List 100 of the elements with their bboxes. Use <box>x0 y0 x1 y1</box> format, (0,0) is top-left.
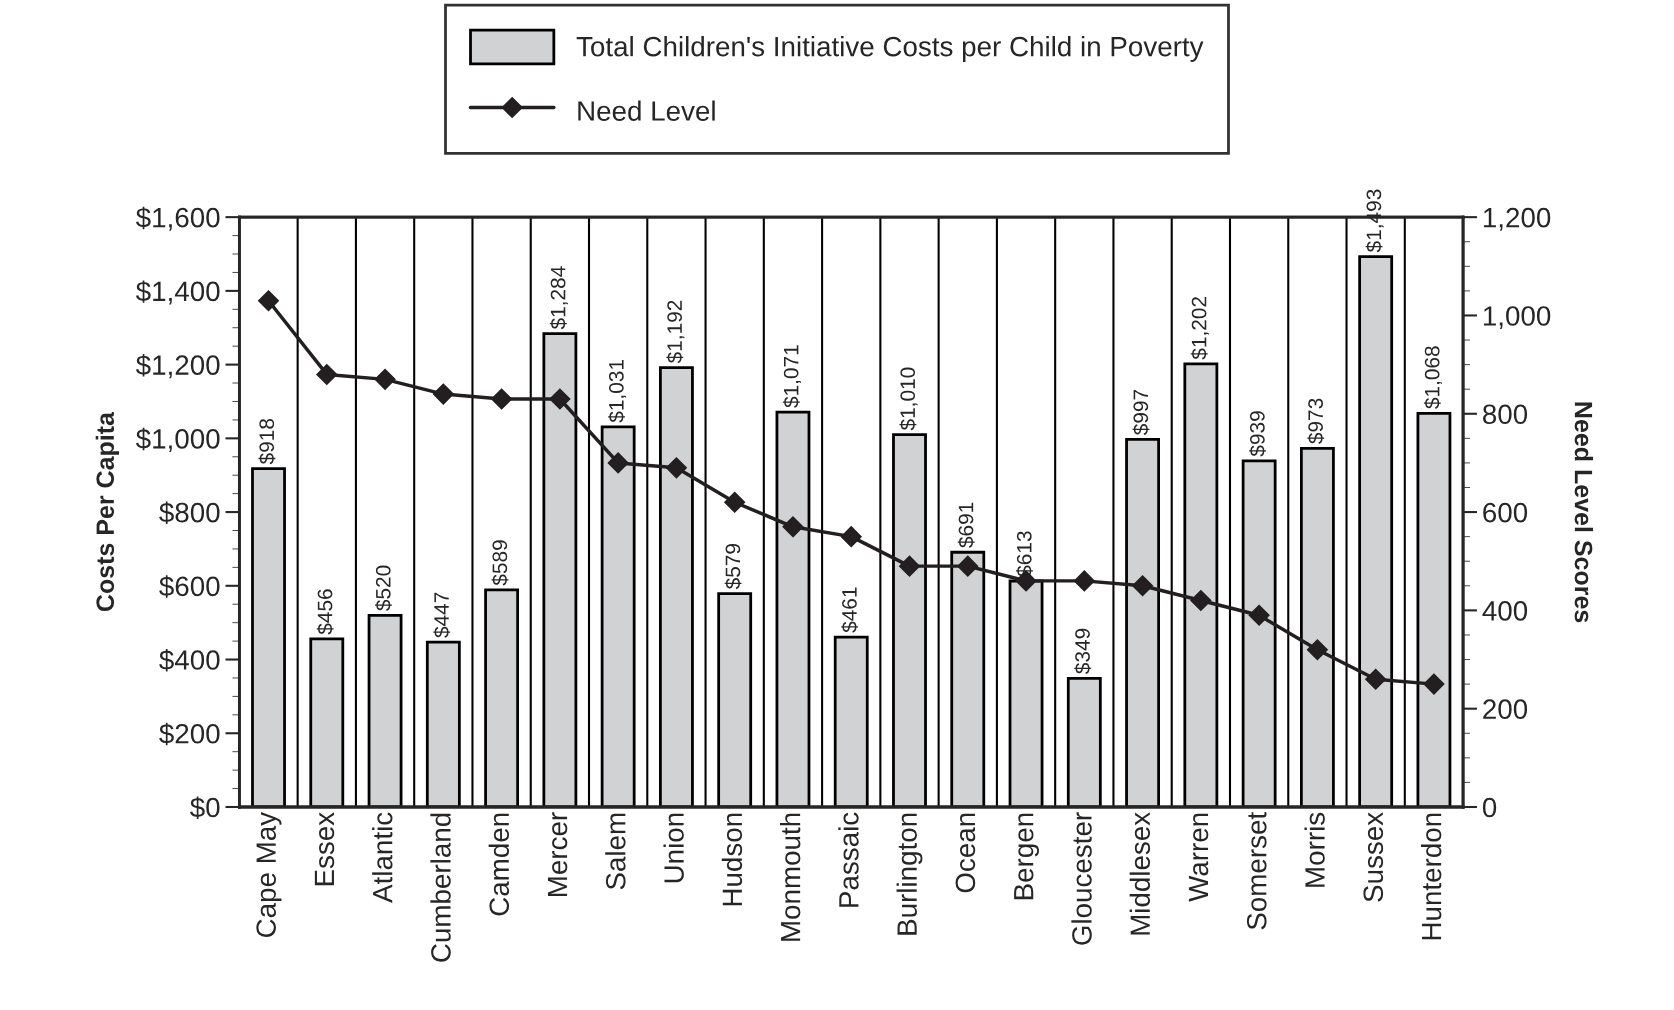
bar <box>425 640 461 807</box>
data-label: $1,284 <box>549 266 568 330</box>
point <box>957 555 979 577</box>
data-label: $589 <box>491 540 509 586</box>
data-label: $1,493 <box>1365 189 1384 253</box>
data-label: $939 <box>1249 411 1266 457</box>
data-label: $579 <box>724 544 742 590</box>
point <box>1306 639 1328 661</box>
y-axis-title: Costs Per Capita <box>95 411 120 612</box>
point <box>1190 590 1212 612</box>
bar <box>367 613 403 807</box>
x-tick-label: Passaic <box>838 812 859 907</box>
data-label: $613 <box>1016 531 1033 577</box>
data-label: $973 <box>1307 398 1325 444</box>
data-label: $1,071 <box>782 345 802 408</box>
bar <box>1299 446 1335 807</box>
data-label: $349 <box>1074 628 1092 674</box>
x-tick-label: Bergen <box>1014 813 1039 900</box>
x-tick-label: Camden <box>488 813 510 916</box>
x-tick-label: Union <box>663 813 684 883</box>
x-tick-label: Burlington <box>896 813 923 935</box>
y2-tick-label: 1,000 <box>1483 306 1551 330</box>
point <box>724 491 746 513</box>
y-tick-label: $400 <box>159 649 220 672</box>
point <box>1132 575 1154 597</box>
data-label: $456 <box>316 589 334 635</box>
y-tick-label: $1,200 <box>135 354 220 379</box>
data-label: $447 <box>433 592 451 638</box>
bar <box>775 410 811 807</box>
x-tick-label: Somerset <box>1246 812 1267 930</box>
y2-tick-label: 600 <box>1483 502 1528 523</box>
y-tick-label: $600 <box>159 575 220 598</box>
bar <box>717 592 753 807</box>
data-label: $1,010 <box>899 367 918 431</box>
bar <box>1008 579 1044 807</box>
bar <box>1241 459 1277 807</box>
point <box>840 526 862 548</box>
bar <box>1066 676 1102 807</box>
point <box>898 555 921 577</box>
legend-label: Need Level <box>578 100 715 121</box>
x-tick-label: Morris <box>1304 812 1325 887</box>
y-tick-label: $1,000 <box>135 427 220 452</box>
point <box>316 363 338 385</box>
x-tick-label: Monmouth <box>780 813 801 941</box>
x-tick-label: Mercer <box>547 812 568 896</box>
point <box>665 457 687 479</box>
point <box>1423 673 1445 695</box>
y-tick-label: $0 <box>190 796 220 819</box>
bar <box>542 332 578 807</box>
x-tick-label: Warren <box>1188 813 1209 902</box>
point <box>1073 570 1095 592</box>
y-tick-label: $800 <box>159 501 220 525</box>
bar <box>950 550 986 807</box>
bar <box>1358 255 1394 807</box>
y-tick-label: $200 <box>159 722 220 746</box>
bar <box>309 637 345 807</box>
data-label: $520 <box>375 565 392 611</box>
data-label: $1,202 <box>1190 297 1209 360</box>
y-tick-label: $1,400 <box>135 280 220 305</box>
x-tick-label: Gloucester <box>1071 812 1092 945</box>
bar <box>1125 438 1160 807</box>
data-label: $461 <box>841 587 859 633</box>
data-label: $1,031 <box>608 360 627 423</box>
data-label: $918 <box>258 418 276 465</box>
legend-label: Total Children's Initiative Costs per Child in Poverty <box>576 36 1204 62</box>
x-tick-label: Atlantic <box>372 812 393 903</box>
data-label: $1,068 <box>1423 346 1442 409</box>
bar <box>600 425 636 807</box>
x-tick-label: Hudson <box>721 813 743 906</box>
x-tick-label: Cumberland <box>430 813 451 962</box>
point <box>1248 604 1270 626</box>
y2-tick-label: 200 <box>1483 699 1528 720</box>
y2-axis-title: Need Level Scores <box>1574 402 1593 623</box>
x-tick-label: Essex <box>314 812 335 886</box>
y-tick-label: $1,600 <box>135 206 220 231</box>
bar <box>251 467 286 807</box>
point <box>491 388 513 410</box>
y2-tick-label: 400 <box>1482 601 1528 621</box>
point <box>782 516 804 538</box>
y2-tick-label: 1,200 <box>1483 207 1551 231</box>
point <box>607 452 629 474</box>
x-tick-label: Cape May <box>256 811 282 938</box>
point <box>549 388 571 410</box>
data-label: $997 <box>1132 389 1150 436</box>
bar <box>833 635 869 807</box>
bar <box>1416 411 1452 807</box>
x-tick-label: Middlesex <box>1129 812 1151 935</box>
y2-tick-label: 800 <box>1483 404 1528 425</box>
x-tick-label: Sussex <box>1363 812 1384 902</box>
y2-tick-label: 0 <box>1482 797 1497 818</box>
bar <box>892 433 927 807</box>
point <box>374 368 396 390</box>
x-tick-label: Ocean <box>955 813 976 893</box>
data-label: $1,192 <box>666 300 685 364</box>
point <box>432 383 454 405</box>
bar <box>484 588 520 807</box>
bar <box>659 366 694 807</box>
x-tick-label: Hunterdon <box>1420 813 1442 940</box>
data-label: $691 <box>957 502 975 548</box>
x-tick-label: Salem <box>605 813 626 890</box>
